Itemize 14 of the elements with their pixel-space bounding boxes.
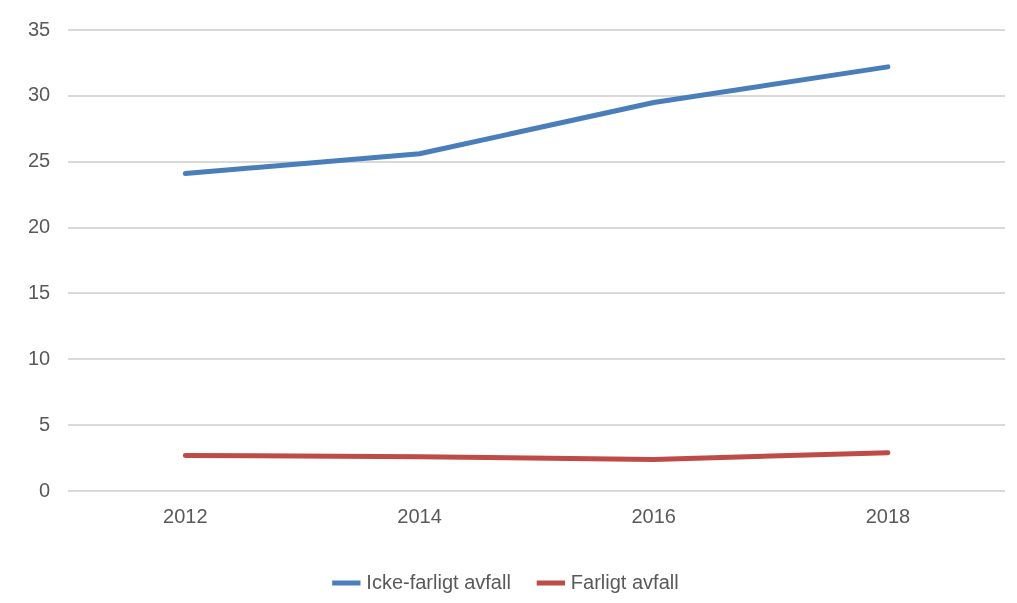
y-tick-label: 15: [28, 280, 51, 303]
y-tick-label: 25: [28, 149, 51, 172]
legend-label: Farligt avfall: [570, 570, 679, 593]
y-tick-label: 30: [28, 83, 51, 106]
y-tick-label: 35: [28, 17, 51, 40]
y-tick-label: 20: [28, 215, 51, 238]
legend-label: Icke-farligt avfall: [366, 570, 511, 593]
x-tick-label: 2018: [865, 504, 911, 527]
y-tick-label: 5: [39, 412, 51, 435]
y-tick-label: 0: [39, 478, 51, 501]
x-tick-label: 2014: [397, 504, 442, 527]
x-tick-label: 2012: [163, 504, 208, 527]
y-tick-label: 10: [28, 346, 51, 369]
x-tick-label: 2016: [631, 504, 676, 527]
